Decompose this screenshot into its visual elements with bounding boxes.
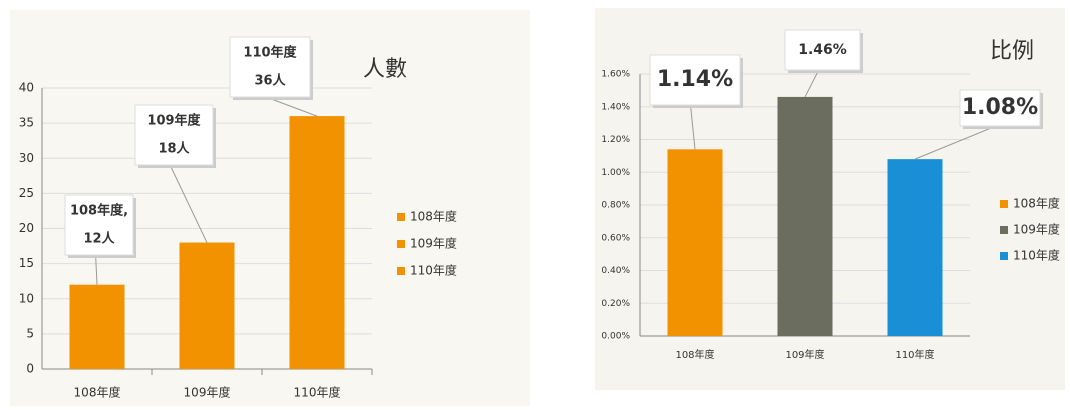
callout-leader bbox=[169, 164, 208, 243]
data-label: 1.14% bbox=[657, 67, 733, 92]
x-tick-label: 108年度 bbox=[74, 385, 121, 400]
legend-label: 108年度 bbox=[1013, 196, 1060, 211]
callout-box bbox=[64, 194, 134, 256]
y-tick-label: 0 bbox=[26, 362, 34, 376]
y-tick-label: 0.80% bbox=[601, 201, 630, 211]
callout-box bbox=[134, 104, 214, 166]
bar bbox=[777, 96, 833, 336]
callout-leader bbox=[690, 104, 696, 150]
y-tick-label: 1.60% bbox=[601, 70, 630, 80]
bar bbox=[887, 159, 943, 336]
chart-title: 比例 bbox=[990, 39, 1034, 64]
x-tick-label: 110年度 bbox=[294, 385, 341, 400]
data-label: 18人 bbox=[158, 140, 190, 156]
bar bbox=[69, 284, 125, 369]
legend-swatch bbox=[397, 267, 405, 275]
y-tick-label: 30 bbox=[19, 151, 34, 165]
callout-box bbox=[959, 89, 1041, 127]
y-tick-label: 0.40% bbox=[601, 266, 630, 276]
legend-label: 108年度 bbox=[410, 209, 457, 224]
legend-swatch bbox=[397, 240, 405, 248]
callout-title: 110年度 bbox=[243, 45, 297, 61]
y-tick-label: 1.00% bbox=[601, 168, 630, 178]
legend-swatch bbox=[397, 213, 405, 221]
callout-box bbox=[229, 36, 311, 98]
bar bbox=[289, 116, 345, 369]
x-tick-label: 109年度 bbox=[184, 385, 231, 400]
y-tick-label: 25 bbox=[19, 186, 34, 200]
legend-swatch bbox=[1000, 226, 1008, 234]
x-tick-label: 109年度 bbox=[785, 348, 824, 361]
x-tick-label: 108年度 bbox=[675, 348, 714, 361]
y-tick-label: 35 bbox=[19, 116, 34, 130]
callout-title: 108年度, bbox=[70, 203, 128, 219]
legend-swatch bbox=[1000, 252, 1008, 260]
legend-label: 109年度 bbox=[1013, 222, 1060, 237]
y-tick-label: 40 bbox=[19, 81, 34, 95]
bar bbox=[667, 149, 723, 336]
callout-leader bbox=[265, 96, 318, 117]
data-label: 36人 bbox=[254, 72, 286, 88]
y-tick-label: 0.60% bbox=[601, 233, 630, 243]
legend-label: 109年度 bbox=[410, 236, 457, 251]
data-label: 1.46% bbox=[798, 42, 847, 58]
y-tick-label: 1.40% bbox=[601, 102, 630, 112]
y-tick-label: 0.00% bbox=[601, 332, 630, 342]
y-tick-label: 20 bbox=[19, 221, 34, 235]
callout-box bbox=[784, 29, 861, 71]
callout-title: 109年度 bbox=[147, 113, 201, 129]
callout-leader bbox=[95, 254, 98, 285]
legend-label: 110年度 bbox=[410, 263, 457, 278]
y-tick-label: 15 bbox=[19, 256, 34, 270]
y-tick-label: 5 bbox=[26, 326, 34, 340]
y-tick-label: 0.20% bbox=[601, 299, 630, 309]
legend-label: 110年度 bbox=[1013, 248, 1060, 263]
callout-box bbox=[649, 54, 741, 106]
x-tick-label: 110年度 bbox=[895, 348, 934, 361]
callout-leader bbox=[804, 69, 820, 98]
y-tick-label: 1.20% bbox=[601, 135, 630, 145]
data-label: 1.08% bbox=[962, 95, 1038, 120]
legend-swatch bbox=[1000, 200, 1008, 208]
y-tick-label: 10 bbox=[19, 291, 34, 305]
data-label: 12人 bbox=[83, 230, 115, 246]
bar bbox=[179, 242, 235, 369]
callout-leader bbox=[914, 125, 997, 160]
chart-title: 人數 bbox=[363, 57, 407, 82]
